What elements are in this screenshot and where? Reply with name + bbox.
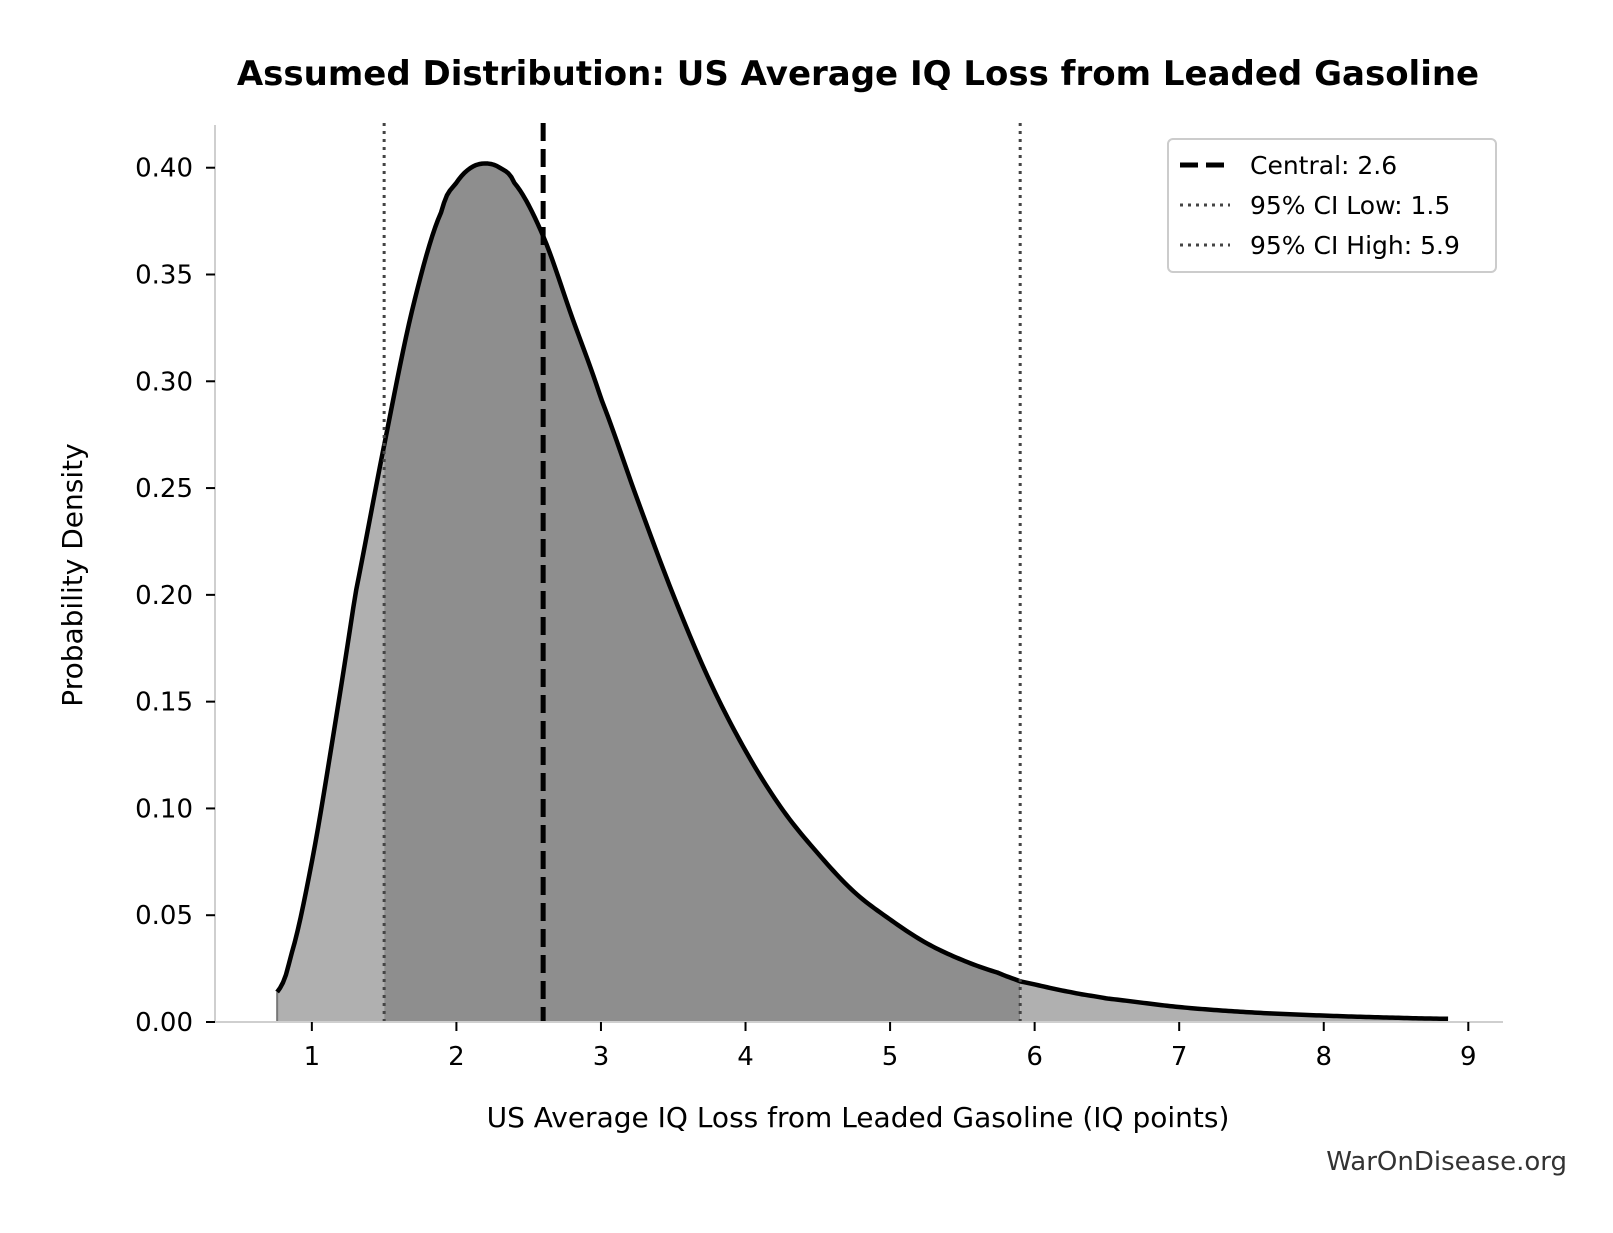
legend-entry-3: 95% CI High: 5.9 [1250, 231, 1460, 260]
x-tick-label-8: 8 [1315, 1042, 1332, 1072]
x-tick-label-3: 3 [593, 1042, 610, 1072]
x-axis-label: US Average IQ Loss from Leaded Gasoline … [487, 1101, 1230, 1134]
density-curve [275, 161, 1449, 1022]
y-axis-label: Probability Density [56, 443, 89, 706]
x-tick-label-5: 5 [882, 1042, 899, 1072]
y-tick-label-0: 0.00 [135, 1008, 193, 1038]
legend-box [1167, 138, 1497, 273]
x-tick-label-9: 9 [1460, 1042, 1477, 1072]
y-tick-label-5: 0.25 [135, 474, 193, 504]
y-tick-label-3: 0.15 [135, 688, 193, 718]
y-tick-label-7: 0.35 [135, 261, 193, 291]
shaded-region-3 [1020, 981, 1449, 1022]
plot-area: 1 2 3 4 5 6 7 8 9 0.00 0.05 0.10 0.15 0.20 0.25 0.30 0.3… [135, 123, 1503, 1072]
chart-title: Assumed Distribution: US Average IQ Loss… [237, 54, 1479, 94]
legend-entry-1: Central: 2.6 [1250, 151, 1397, 180]
x-tick-label-7: 7 [1171, 1042, 1188, 1072]
y-tick-label-4: 0.20 [135, 581, 193, 611]
shaded-region-2 [384, 163, 1021, 1022]
x-tick-label-4: 4 [737, 1042, 754, 1072]
legend: Central: 2.6 95% CI Low: 1.5 95% CI High: … [1167, 138, 1497, 273]
y-tick-label-8: 0.40 [135, 154, 193, 184]
x-tick-label-2: 2 [448, 1042, 465, 1072]
x-tick-label-1: 1 [304, 1042, 321, 1072]
watermark-text: WarOnDisease.org [1326, 1147, 1567, 1177]
legend-entry-2: 95% CI Low: 1.5 [1250, 191, 1450, 220]
y-tick-label-6: 0.30 [135, 367, 193, 397]
y-tick-label-2: 0.10 [135, 794, 193, 824]
y-tick-label-1: 0.05 [135, 901, 193, 931]
x-tick-label-6: 6 [1026, 1042, 1043, 1072]
